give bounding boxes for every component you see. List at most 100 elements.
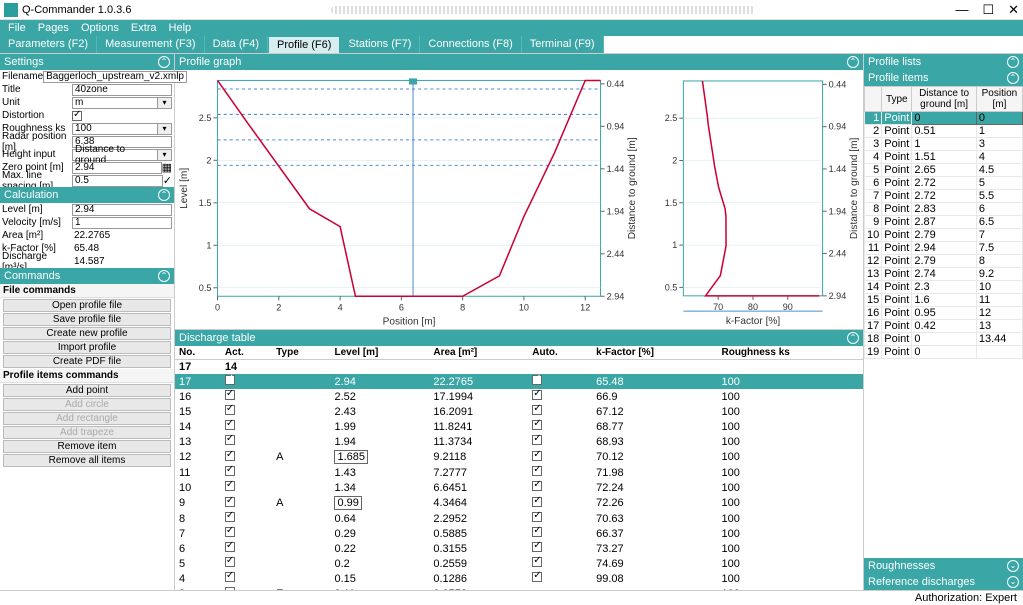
tab-data[interactable]: Data (F4) (205, 36, 268, 53)
table-row[interactable]: 60.220.315573.27100 (175, 541, 863, 556)
checkbox[interactable] (225, 420, 235, 430)
chevron-up-icon[interactable]: ⌃ (1007, 72, 1019, 84)
maximize-icon[interactable]: ☐ (982, 2, 994, 18)
checkbox[interactable] (532, 420, 542, 430)
col-header[interactable]: Level [m] (330, 346, 429, 360)
calc-value[interactable]: 2.94 (72, 204, 172, 216)
combo-value[interactable]: Distance to ground (72, 149, 158, 161)
table-row[interactable]: 5Point2.654.5 (865, 164, 1023, 177)
table-row[interactable]: 6Point2.725 (865, 177, 1023, 190)
roughnesses-header[interactable]: Roughnesses ⌄ (864, 558, 1023, 574)
combo-value[interactable]: 100 (72, 123, 158, 135)
table-row[interactable]: 17Point0.4213 (865, 320, 1023, 333)
discharge-table[interactable]: No.Act.TypeLevel [m]Area [m²]Auto.k-Fact… (175, 346, 863, 590)
cmd-create-new-profile[interactable]: Create new profile (3, 327, 171, 340)
checkbox[interactable] (532, 466, 542, 476)
checkbox[interactable] (532, 435, 542, 445)
cmd-remove-all-items[interactable]: Remove all items (3, 454, 171, 467)
col-header[interactable]: Position [m] (976, 87, 1022, 112)
chevron-up-icon[interactable]: ⌃ (847, 56, 859, 68)
chevron-down-icon[interactable]: ▾ (158, 149, 172, 161)
table-row[interactable]: 9Point2.876.5 (865, 216, 1023, 229)
chevron-up-icon[interactable]: ⌃ (158, 56, 170, 68)
checkbox[interactable] (225, 512, 235, 522)
checkbox[interactable] (225, 390, 235, 400)
checkbox[interactable] (532, 572, 542, 582)
checkbox[interactable] (532, 557, 542, 567)
profile-items-header[interactable]: Profile items ⌃ (864, 70, 1023, 86)
checkbox[interactable] (72, 111, 82, 121)
checkbox[interactable] (532, 527, 542, 537)
table-row[interactable]: 4Point1.514 (865, 151, 1023, 164)
table-row[interactable]: 131.9411.373468.93100 (175, 434, 863, 449)
checkbox[interactable] (532, 451, 542, 461)
table-row[interactable]: 50.20.255974.69100 (175, 556, 863, 571)
table-row[interactable]: 12Point2.798 (865, 255, 1023, 268)
table-row[interactable]: 10Point2.797 (865, 229, 1023, 242)
menu-file[interactable]: File (2, 22, 32, 34)
chevron-down-icon[interactable]: ▾ (158, 123, 172, 135)
col-header[interactable]: Distance to ground [m] (912, 87, 977, 112)
table-row[interactable]: 9A0.994.346472.26100 (175, 495, 863, 511)
cmd-save-profile-file[interactable]: Save profile file (3, 313, 171, 326)
cmd-add-point[interactable]: Add point (3, 384, 171, 397)
chevron-up-icon[interactable]: ⌃ (158, 270, 170, 282)
col-header[interactable]: Type (272, 346, 330, 360)
input-value[interactable]: 0.5 (72, 175, 163, 187)
tab-connections[interactable]: Connections (F8) (420, 36, 521, 53)
input-value[interactable]: 40zone (72, 84, 172, 96)
cmd-create-pdf-file[interactable]: Create PDF file (3, 355, 171, 368)
reference-discharges-header[interactable]: Reference discharges ⌄ (864, 574, 1023, 590)
table-row[interactable]: 172.9422.276565.48100 (175, 374, 863, 389)
cmd-open-profile-file[interactable]: Open profile file (3, 299, 171, 312)
checkbox[interactable] (225, 481, 235, 491)
table-row[interactable]: 8Point2.836 (865, 203, 1023, 216)
cmd-import-profile[interactable]: Import profile (3, 341, 171, 354)
chevron-up-icon[interactable]: ⌃ (158, 189, 170, 201)
checkbox[interactable] (225, 527, 235, 537)
checkbox[interactable] (532, 481, 542, 491)
table-row[interactable]: 12A1.6859.211870.12100 (175, 449, 863, 465)
table-row[interactable]: 16Point0.9512 (865, 307, 1023, 320)
chevron-down-icon[interactable]: ▾ (158, 97, 172, 109)
table-row[interactable]: 15Point1.611 (865, 294, 1023, 307)
calc-value[interactable]: 1 (72, 217, 172, 229)
chevron-up-icon[interactable]: ⌃ (1007, 56, 1019, 68)
table-row[interactable]: 3Point13 (865, 138, 1023, 151)
checkbox[interactable] (532, 497, 542, 507)
checkbox[interactable] (225, 466, 235, 476)
checkbox[interactable] (225, 557, 235, 567)
menu-options[interactable]: Options (75, 22, 125, 34)
table-row[interactable]: 152.4316.209167.12100 (175, 404, 863, 419)
table-row[interactable]: 2Point0.511 (865, 125, 1023, 138)
minimize-icon[interactable]: — (955, 2, 968, 18)
checkbox[interactable] (225, 497, 235, 507)
checkbox[interactable] (225, 542, 235, 552)
checkbox[interactable] (225, 375, 235, 385)
col-header[interactable]: Area [m²] (429, 346, 528, 360)
col-header[interactable]: Type (882, 87, 912, 112)
table-row[interactable]: 18Point013.44 (865, 333, 1023, 346)
tab-terminal[interactable]: Terminal (F9) (522, 36, 604, 53)
button-icon[interactable]: ✓ (163, 174, 172, 187)
menu-pages[interactable]: Pages (32, 22, 75, 34)
checkbox[interactable] (225, 451, 235, 461)
table-row[interactable]: 70.290.588566.37100 (175, 526, 863, 541)
settings-header[interactable]: Settings ⌃ (0, 54, 174, 70)
checkbox[interactable] (532, 375, 542, 385)
checkbox[interactable] (225, 435, 235, 445)
profile-items-table[interactable]: TypeDistance to ground [m]Position [m]1P… (864, 86, 1023, 558)
table-row[interactable]: 111.437.277771.98100 (175, 465, 863, 480)
checkbox[interactable] (532, 390, 542, 400)
profile-lists-header[interactable]: Profile lists ⌃ (864, 54, 1023, 70)
table-row[interactable]: 11Point2.947.5 (865, 242, 1023, 255)
cmd-remove-item[interactable]: Remove item (3, 440, 171, 453)
checkbox[interactable] (225, 405, 235, 415)
checkbox[interactable] (225, 587, 235, 590)
calc-header[interactable]: Calculation ⌃ (0, 187, 174, 203)
table-row[interactable]: 141.9911.824168.77100 (175, 419, 863, 434)
menu-help[interactable]: Help (163, 22, 198, 34)
col-header[interactable]: Act. (221, 346, 272, 360)
checkbox[interactable] (225, 572, 235, 582)
chevron-up-icon[interactable]: ⌃ (847, 332, 859, 344)
